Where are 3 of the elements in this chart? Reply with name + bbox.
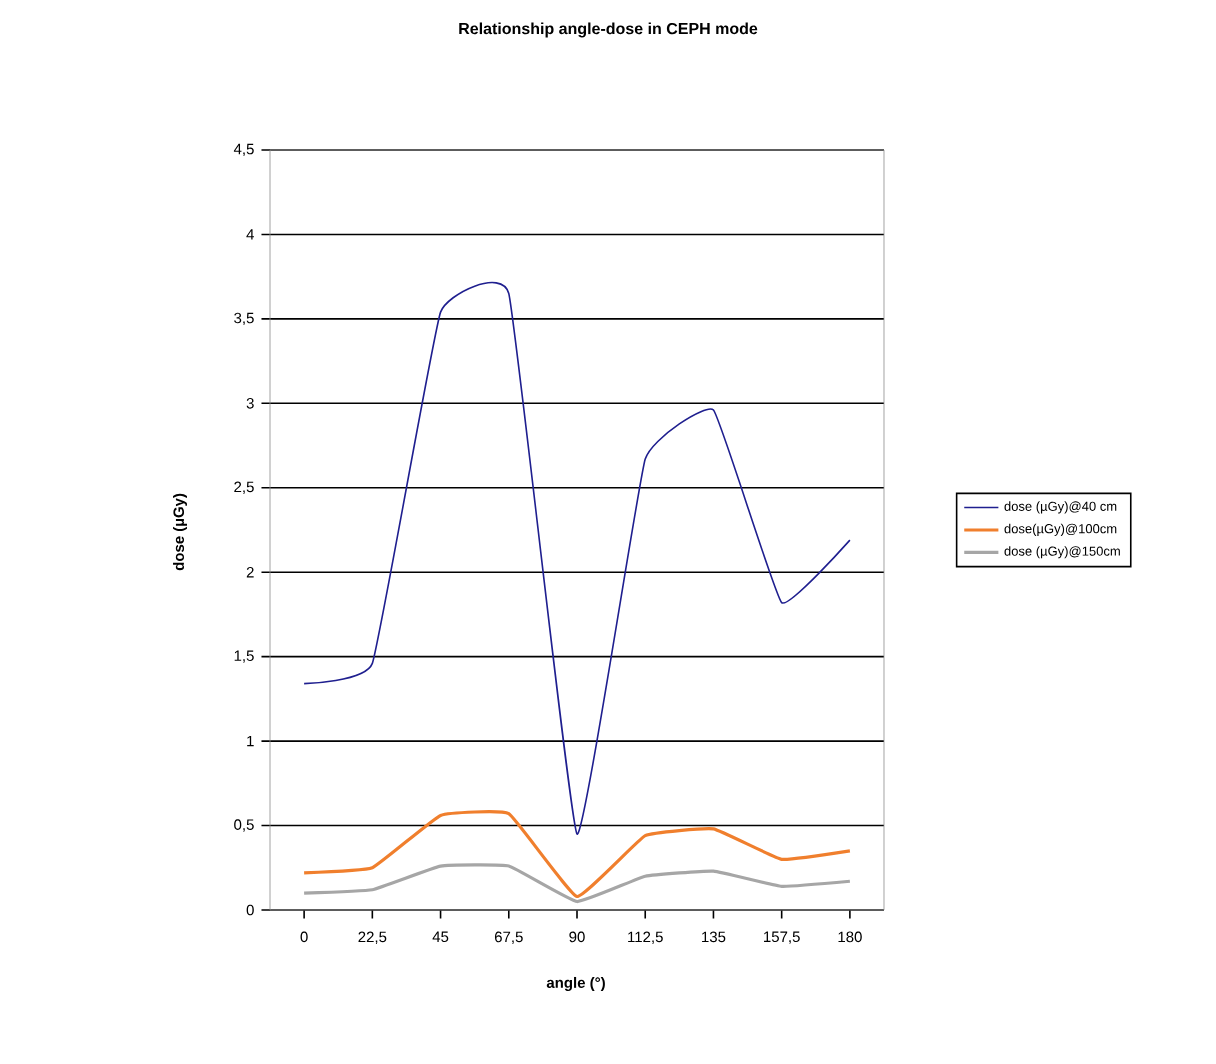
line-series: [302, 810, 852, 899]
line-series: [302, 863, 852, 904]
chart-title: Relationship angle-dose in CEPH mode: [459, 22, 758, 38]
